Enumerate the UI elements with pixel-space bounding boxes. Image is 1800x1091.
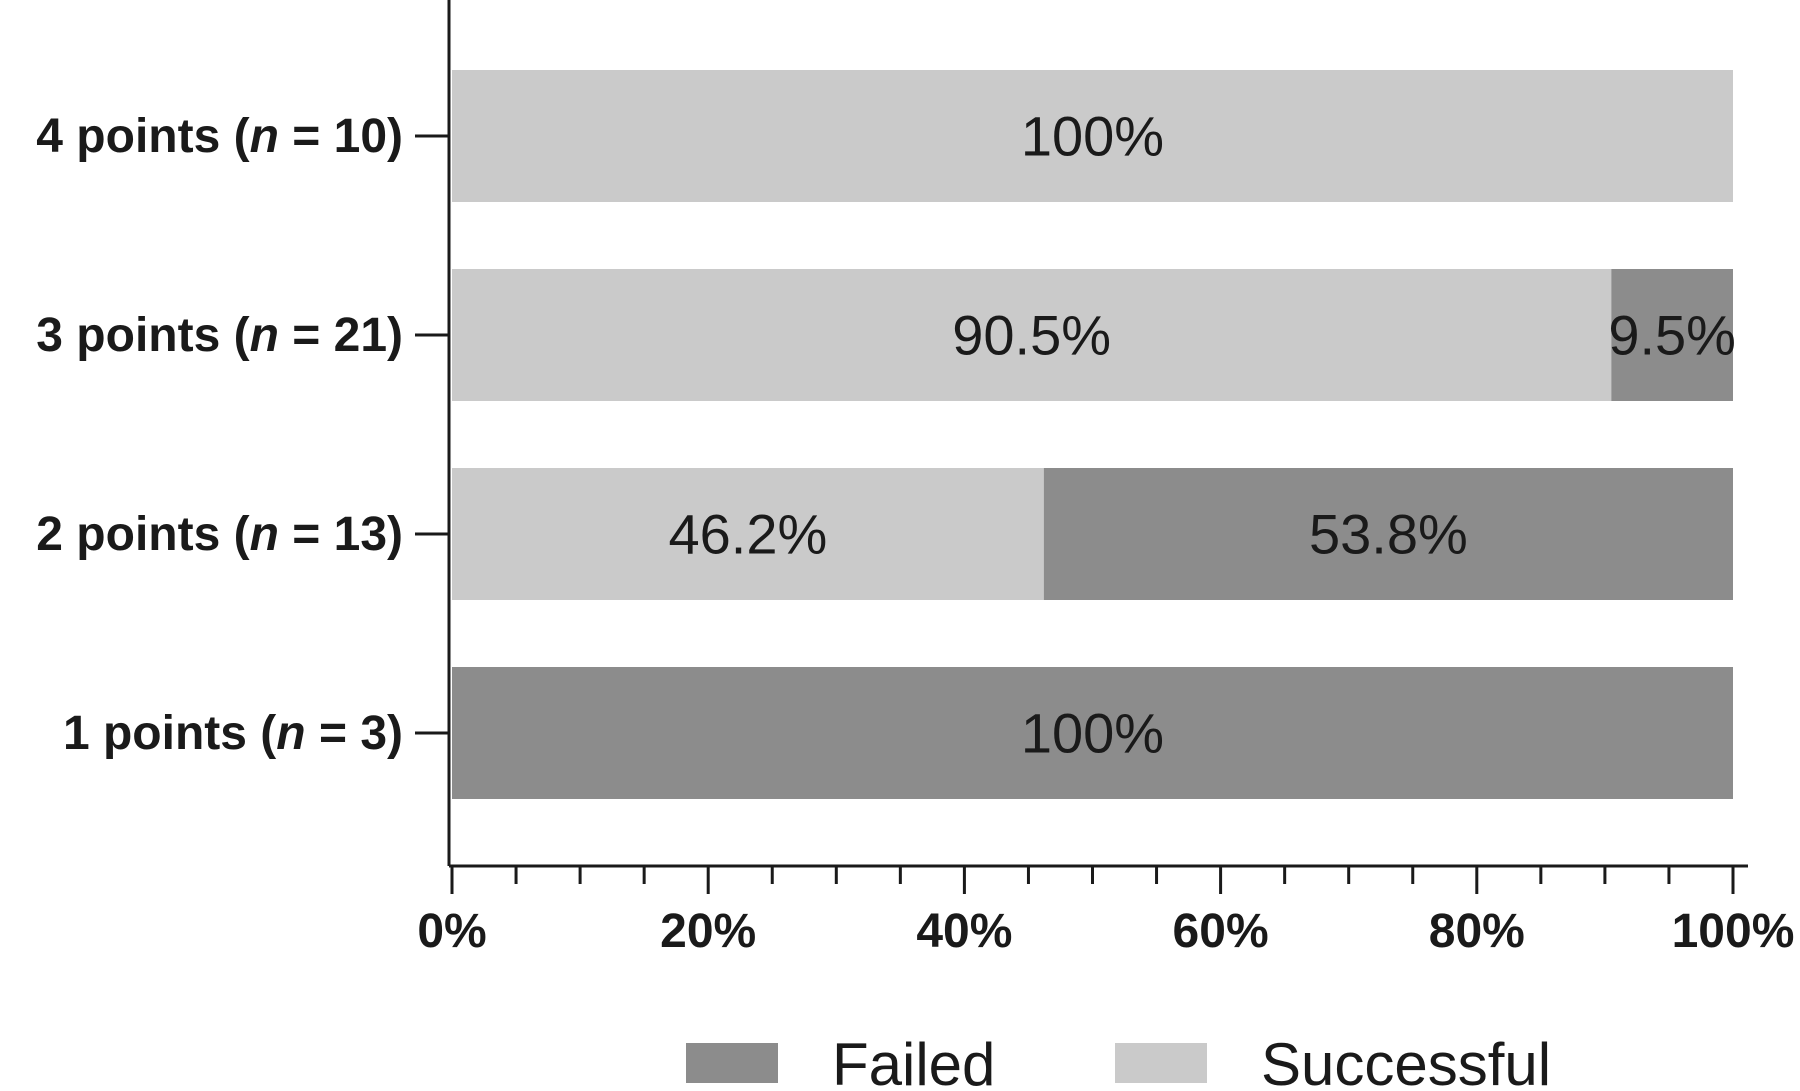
bar-successful-3 <box>452 468 1044 600</box>
bar-failed-3 <box>1043 468 1733 600</box>
data-label-failed-2: 9.5% <box>1608 304 1736 367</box>
category-label-text: 3 points ( <box>36 309 249 362</box>
category-label-italic: n <box>250 110 279 163</box>
category-label-text: 1 points ( <box>63 707 276 760</box>
category-label-text: 2 points ( <box>36 508 249 561</box>
category-label-italic: n <box>250 309 279 362</box>
bar-successful-1 <box>452 70 1733 202</box>
category-label-italic: n <box>276 707 305 760</box>
data-label-failed-4: 100% <box>1021 702 1164 765</box>
category-label-1: 4 points (n = 10) <box>36 110 403 163</box>
x-tick-label-60: 60% <box>1173 905 1269 958</box>
category-label-italic: n <box>250 508 279 561</box>
category-label-text: = 21) <box>279 309 403 362</box>
data-label-successful-3: 46.2% <box>669 503 828 566</box>
legend: Failed Successful <box>686 1031 1551 1091</box>
legend-label-successful: Successful <box>1261 1031 1551 1091</box>
x-tick-label-40: 40% <box>916 905 1012 958</box>
x-tick-label-0: 0% <box>417 905 486 958</box>
x-tick-label-100: 100% <box>1672 905 1795 958</box>
category-label-text: = 10) <box>279 110 403 163</box>
legend-swatch-failed <box>686 1043 778 1083</box>
bars-group <box>452 70 1733 799</box>
data-labels-group: 100% 90.5% 9.5% 46.2% 53.8% 100% <box>669 105 1736 765</box>
bar-failed-2 <box>1611 269 1733 401</box>
x-tick-label-20: 20% <box>660 905 756 958</box>
category-label-text: = 3) <box>306 707 403 760</box>
legend-swatch-successful <box>1115 1043 1207 1083</box>
category-label-3: 2 points (n = 13) <box>36 508 403 561</box>
bar-successful-2 <box>452 269 1612 401</box>
category-label-2: 3 points (n = 21) <box>36 309 403 362</box>
data-label-successful-1: 100% <box>1021 105 1164 168</box>
category-label-text: = 13) <box>279 508 403 561</box>
axes-group <box>415 0 1748 894</box>
tick-labels-group: 0% 20% 40% 60% 80% 100% <box>417 905 1794 958</box>
legend-label-failed: Failed <box>832 1031 995 1091</box>
bar-failed-4 <box>452 667 1733 799</box>
x-tick-label-80: 80% <box>1429 905 1525 958</box>
data-label-failed-3: 53.8% <box>1309 503 1468 566</box>
category-label-text: 4 points ( <box>36 110 249 163</box>
category-labels-group: 4 points (n = 10)3 points (n = 21)2 poin… <box>36 110 403 760</box>
data-label-successful-2: 90.5% <box>952 304 1111 367</box>
category-label-4: 1 points (n = 3) <box>63 707 403 760</box>
